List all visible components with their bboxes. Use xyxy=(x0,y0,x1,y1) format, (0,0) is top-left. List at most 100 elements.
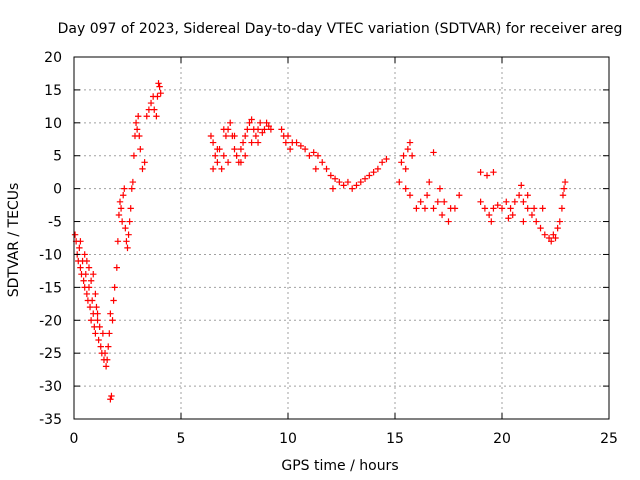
data-point xyxy=(155,80,162,87)
data-point xyxy=(116,198,124,205)
data-point xyxy=(267,126,275,133)
chart-title: Day 097 of 2023, Sidereal Day-to-day VTE… xyxy=(58,21,623,37)
data-point xyxy=(331,175,339,182)
x-tick-label: 20 xyxy=(493,431,511,447)
data-point xyxy=(125,231,132,238)
data-point xyxy=(80,277,87,284)
data-point xyxy=(314,152,322,159)
data-point xyxy=(445,218,452,225)
data-point xyxy=(327,172,334,179)
data-point xyxy=(383,155,390,163)
data-point xyxy=(224,159,232,166)
y-tick-label: 15 xyxy=(44,83,62,99)
data-point xyxy=(207,132,215,140)
y-tick-label: -30 xyxy=(39,379,62,395)
data-point xyxy=(132,119,140,127)
data-series xyxy=(71,80,569,403)
data-point xyxy=(340,182,347,189)
data-point xyxy=(505,215,512,222)
data-point xyxy=(128,185,135,192)
data-point xyxy=(329,185,337,192)
data-point xyxy=(406,139,414,146)
data-point xyxy=(481,205,489,212)
data-point xyxy=(344,178,352,186)
data-point xyxy=(349,185,356,192)
x-tick-label: 10 xyxy=(279,431,297,447)
data-point xyxy=(114,238,122,245)
data-point xyxy=(121,185,128,192)
data-point xyxy=(554,224,561,232)
data-point xyxy=(133,126,141,133)
data-point xyxy=(374,165,382,173)
data-point xyxy=(120,192,127,199)
data-point xyxy=(498,205,506,212)
y-tick-label: -25 xyxy=(39,346,62,362)
data-point xyxy=(244,126,251,133)
data-point xyxy=(456,192,463,199)
data-point xyxy=(541,231,548,238)
data-point xyxy=(485,211,493,219)
data-point xyxy=(141,159,148,166)
data-point xyxy=(77,264,84,271)
data-point xyxy=(113,264,120,271)
data-point xyxy=(537,224,544,232)
y-axis-title: SDTVAR / TECUs xyxy=(6,183,22,298)
data-point xyxy=(561,178,569,186)
data-point xyxy=(306,152,313,159)
data-point xyxy=(97,343,104,350)
y-tick-label: -10 xyxy=(39,247,62,263)
data-point xyxy=(85,284,93,291)
data-point xyxy=(111,284,118,291)
data-point xyxy=(548,238,555,245)
data-point xyxy=(408,152,416,159)
data-point xyxy=(94,310,101,317)
data-point xyxy=(263,119,270,127)
data-point xyxy=(118,218,126,225)
data-point xyxy=(108,392,115,400)
data-point xyxy=(378,159,386,166)
axis-ticks: 0 5 10 15 20 25 -35 -30 -25 -20 -15 -10 -5 0 5 10 15 20 xyxy=(39,50,618,447)
data-point xyxy=(423,192,431,199)
data-point xyxy=(94,317,101,324)
data-point xyxy=(438,211,446,219)
data-point xyxy=(212,152,219,159)
data-point xyxy=(297,142,305,150)
data-point xyxy=(237,159,245,166)
data-point xyxy=(312,165,320,173)
y-tick-label: -15 xyxy=(39,280,62,296)
data-point xyxy=(552,234,559,242)
data-point xyxy=(145,106,153,113)
data-point xyxy=(278,126,285,133)
data-point xyxy=(477,198,484,205)
data-point xyxy=(139,165,146,173)
data-point xyxy=(323,165,330,173)
data-point xyxy=(135,113,142,120)
data-point xyxy=(95,336,102,344)
y-tick-label: -20 xyxy=(39,313,62,329)
data-point xyxy=(242,132,249,140)
data-point xyxy=(545,234,553,242)
data-point xyxy=(539,205,546,212)
data-point xyxy=(143,113,150,120)
data-point xyxy=(85,264,93,271)
data-point xyxy=(87,317,95,324)
data-point xyxy=(404,145,412,153)
data-point xyxy=(556,218,563,225)
data-point xyxy=(86,303,94,311)
data-point xyxy=(122,224,129,232)
data-point xyxy=(124,244,131,252)
data-point xyxy=(231,132,238,140)
data-point xyxy=(252,132,260,140)
data-point xyxy=(441,198,448,205)
y-tick-label: 5 xyxy=(53,149,62,165)
data-point xyxy=(256,119,264,127)
data-point xyxy=(93,303,100,311)
data-point xyxy=(558,205,566,212)
data-point xyxy=(127,205,134,212)
data-point xyxy=(426,178,433,186)
data-point xyxy=(154,93,161,100)
data-point xyxy=(503,198,510,205)
data-point xyxy=(233,152,240,159)
data-point xyxy=(434,198,441,205)
